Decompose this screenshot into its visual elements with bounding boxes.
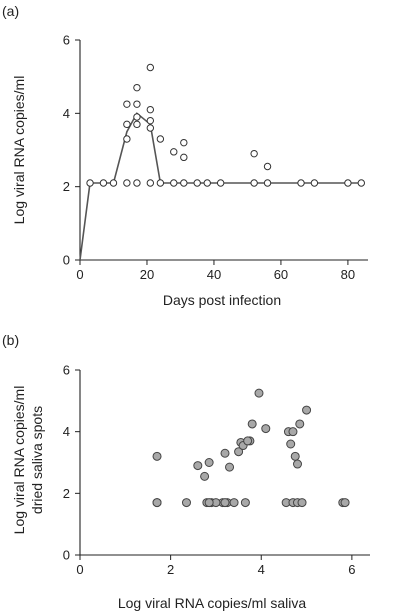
x-tick-label-b: 4 [258, 562, 265, 577]
data-point-b [293, 459, 302, 469]
x-axis-label-a: Days post infection [163, 292, 281, 308]
x-tick-label-a: 0 [76, 267, 83, 282]
data-point-b [286, 439, 296, 449]
data-point-a [180, 138, 188, 147]
data-point-b [204, 458, 214, 467]
y-tick-label-a: 0 [63, 253, 70, 268]
data-point-a [170, 179, 178, 187]
data-point-a [156, 135, 165, 143]
data-point-a [146, 116, 155, 125]
data-point-a [357, 179, 366, 187]
data-point-a [133, 179, 141, 187]
chart-a: (a) Log viral RNA copies/ml Days post in… [2, 3, 368, 308]
x-axis-label-b: Log viral RNA copies/ml saliva [118, 595, 307, 611]
data-point-b [152, 451, 162, 461]
x-tick-label-b: 6 [348, 562, 355, 577]
data-point-b [229, 498, 239, 508]
data-point-a [156, 179, 165, 187]
data-point-a [146, 179, 155, 187]
data-point-a [170, 148, 178, 156]
data-point-b [152, 498, 162, 508]
axes-a [79, 40, 368, 261]
data-point-a [86, 179, 94, 187]
data-point-b [243, 436, 253, 446]
data-point-a [123, 135, 131, 143]
y-tick-label-b: 4 [63, 424, 70, 439]
data-point-a [133, 83, 141, 92]
data-point-b [340, 498, 350, 508]
chart-b: (b) Log viral RNA copies/ml dried saliva… [2, 332, 370, 611]
data-point-a [344, 179, 352, 187]
data-point-b [295, 419, 305, 429]
y-tick-label-a: 6 [63, 33, 70, 48]
data-point-b [297, 498, 307, 508]
x-tick-label-a: 40 [207, 267, 221, 282]
panel-label-a: (a) [2, 3, 19, 19]
x-tick-label-a: 80 [341, 267, 355, 282]
data-point-a [123, 179, 131, 187]
y-tick-label-b: 6 [63, 363, 70, 378]
data-point-a [310, 179, 319, 187]
data-point-b [290, 451, 300, 461]
data-point-a [123, 100, 131, 108]
x-tick-label-b: 0 [76, 562, 83, 577]
data-point-a [180, 179, 188, 187]
y-axis-label-b-line1: Log viral RNA copies/ml [11, 386, 27, 535]
data-point-a [123, 120, 131, 129]
data-point-a [99, 179, 108, 187]
data-point-a [250, 149, 258, 158]
data-point-b [181, 498, 191, 508]
y-tick-label-b: 2 [63, 486, 70, 501]
data-point-a [203, 179, 211, 187]
data-point-b [254, 388, 264, 398]
data-point-a [193, 179, 201, 187]
data-point-b [261, 424, 271, 434]
data-point-a [250, 179, 258, 187]
y-axis-label-b-line2: dried saliva spots [29, 406, 45, 514]
data-point-b [204, 498, 214, 508]
data-point-b [220, 448, 230, 458]
data-point-b [225, 462, 235, 472]
data-point-a [133, 100, 141, 108]
data-point-a [263, 179, 272, 187]
data-point-a [133, 113, 141, 121]
y-tick-label-a: 4 [63, 106, 70, 121]
data-point-b [193, 461, 203, 471]
data-point-a [297, 179, 305, 187]
data-point-a [180, 153, 188, 162]
y-axis-label-a: Log viral RNA copies/ml [11, 76, 27, 225]
data-point-b [240, 498, 250, 508]
data-point-b [288, 427, 298, 437]
data-point-a [146, 105, 155, 114]
x-tick-label-b: 2 [167, 562, 174, 577]
x-tick-label-a: 20 [140, 267, 154, 282]
data-point-b [220, 498, 230, 508]
y-tick-label-b: 0 [63, 548, 70, 563]
data-point-a [133, 120, 141, 129]
axes-b [79, 370, 370, 556]
y-tick-label-a: 2 [63, 179, 70, 194]
data-point-a [263, 162, 272, 171]
data-point-b [302, 405, 312, 415]
data-point-b [247, 419, 257, 429]
x-tick-label-a: 60 [274, 267, 288, 282]
panel-label-b: (b) [2, 332, 19, 348]
data-point-a [146, 63, 155, 72]
data-point-a [109, 179, 118, 187]
data-point-b [234, 447, 244, 457]
data-point-b [200, 471, 210, 481]
data-point-a [216, 179, 225, 187]
data-point-a [146, 124, 155, 132]
